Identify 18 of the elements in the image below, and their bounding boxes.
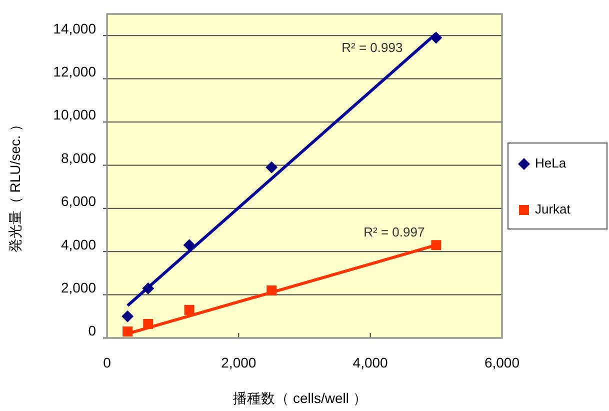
x-tick-label: 2,000 [221, 354, 256, 371]
x-tick-label: 4,000 [352, 354, 388, 371]
y-axis-title: 発光量（ RLU/sec. ） [7, 117, 23, 253]
legend-label: HeLa [535, 155, 567, 170]
annotation: R² = 0.993 [342, 40, 403, 55]
annotation: R² = 0.997 [364, 224, 425, 240]
x-tick-label: 0 [103, 354, 112, 371]
y-tick-label: 12,000 [53, 64, 96, 80]
x-axis-title: 播種数（ cells/well ） [233, 390, 367, 406]
x-tick-label: 6,000 [484, 354, 520, 371]
y-tick-label: 14,000 [53, 20, 96, 36]
y-tick-label: 8,000 [60, 150, 96, 166]
legend-label: Jurkat [535, 201, 571, 216]
y-tick-label: 2,000 [60, 280, 96, 296]
y-tick-label: 0 [88, 322, 96, 339]
y-tick-label: 6,000 [60, 193, 96, 210]
y-tick-label: 10,000 [53, 106, 96, 123]
y-tick-label: 4,000 [60, 236, 96, 252]
